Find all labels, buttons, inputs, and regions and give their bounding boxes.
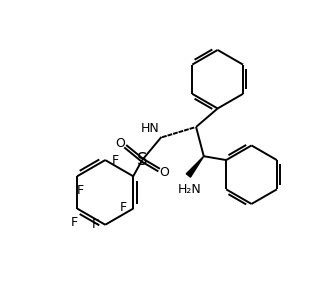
Text: O: O: [116, 137, 125, 150]
Text: O: O: [160, 166, 169, 179]
Text: F: F: [77, 184, 84, 197]
Text: S: S: [137, 151, 148, 169]
Text: HN: HN: [141, 122, 160, 135]
Text: F: F: [92, 218, 99, 231]
Text: F: F: [71, 216, 78, 229]
Text: F: F: [120, 201, 127, 214]
Text: H₂N: H₂N: [178, 183, 202, 196]
Text: F: F: [112, 154, 118, 167]
Polygon shape: [186, 156, 204, 177]
